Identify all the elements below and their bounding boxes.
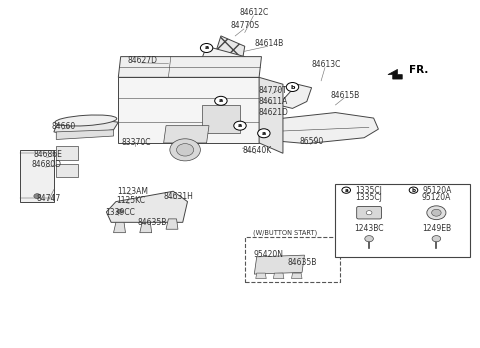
Bar [56, 164, 78, 177]
Text: 84621D: 84621D [258, 108, 288, 117]
Text: 1335CJ: 1335CJ [356, 193, 383, 203]
Polygon shape [140, 222, 152, 233]
Text: 1123AM: 1123AM [117, 188, 148, 197]
Circle shape [427, 206, 446, 220]
Ellipse shape [55, 115, 117, 126]
Text: a: a [262, 131, 266, 136]
Polygon shape [21, 150, 54, 201]
Circle shape [34, 194, 40, 198]
Text: a: a [238, 123, 242, 128]
Circle shape [286, 82, 299, 92]
Text: 83370C: 83370C [121, 138, 151, 147]
Bar [202, 105, 240, 133]
Polygon shape [254, 255, 304, 274]
Text: 84640K: 84640K [242, 146, 271, 155]
Polygon shape [166, 219, 178, 229]
Polygon shape [252, 112, 378, 144]
Text: 84614B: 84614B [254, 39, 283, 48]
Polygon shape [54, 119, 118, 135]
Circle shape [365, 236, 373, 242]
Bar [56, 147, 78, 160]
Text: 84680D: 84680D [32, 160, 62, 169]
Polygon shape [388, 69, 402, 79]
Text: 84770S: 84770S [230, 21, 259, 30]
Polygon shape [259, 77, 283, 153]
Polygon shape [168, 46, 259, 143]
Polygon shape [274, 273, 284, 279]
Text: 84686E: 84686E [34, 150, 62, 159]
Circle shape [234, 121, 246, 130]
Text: 1335CJ: 1335CJ [355, 185, 382, 195]
Polygon shape [199, 36, 245, 84]
Circle shape [432, 209, 441, 216]
Circle shape [342, 187, 350, 193]
Circle shape [177, 144, 194, 156]
Text: 95120A: 95120A [422, 185, 452, 195]
Circle shape [200, 44, 213, 53]
Text: 84747: 84747 [37, 194, 61, 203]
Text: 84627D: 84627D [127, 56, 157, 65]
Circle shape [409, 187, 418, 193]
Text: 1243BC: 1243BC [354, 224, 384, 233]
Polygon shape [164, 126, 209, 143]
Text: 95420N: 95420N [253, 250, 284, 259]
Text: 84635B: 84635B [137, 218, 167, 227]
Text: 1339CC: 1339CC [105, 208, 135, 217]
Text: 84611A: 84611A [259, 97, 288, 106]
Text: 86590: 86590 [300, 137, 324, 146]
FancyBboxPatch shape [357, 206, 382, 219]
Polygon shape [56, 130, 114, 140]
Text: 1125KC: 1125KC [116, 196, 145, 205]
Text: 84612C: 84612C [240, 8, 269, 17]
Polygon shape [118, 57, 262, 77]
Polygon shape [256, 273, 266, 279]
Text: 84635B: 84635B [288, 258, 317, 267]
Circle shape [258, 129, 270, 138]
Polygon shape [278, 84, 312, 109]
Text: 84615B: 84615B [330, 91, 360, 100]
Circle shape [366, 211, 372, 215]
Text: 84631H: 84631H [163, 192, 193, 200]
Bar [336, 184, 470, 257]
Polygon shape [114, 222, 125, 233]
Circle shape [215, 96, 227, 105]
Text: b: b [411, 188, 416, 193]
Text: 84660: 84660 [51, 122, 75, 131]
Circle shape [170, 139, 200, 161]
Polygon shape [118, 77, 259, 143]
Bar [245, 237, 340, 282]
Text: (W/BUTTON START): (W/BUTTON START) [253, 230, 317, 236]
Polygon shape [107, 191, 188, 222]
Text: a: a [204, 46, 209, 50]
Polygon shape [291, 273, 302, 279]
Text: b: b [290, 85, 295, 89]
Circle shape [432, 236, 441, 242]
Text: 84613C: 84613C [311, 60, 341, 69]
Text: a: a [219, 98, 223, 103]
Circle shape [117, 209, 122, 213]
Text: 95120A: 95120A [422, 193, 451, 203]
Text: 1249EB: 1249EB [422, 224, 451, 233]
Text: 84770T: 84770T [259, 86, 288, 95]
Text: FR.: FR. [409, 65, 429, 76]
Text: a: a [344, 188, 348, 193]
